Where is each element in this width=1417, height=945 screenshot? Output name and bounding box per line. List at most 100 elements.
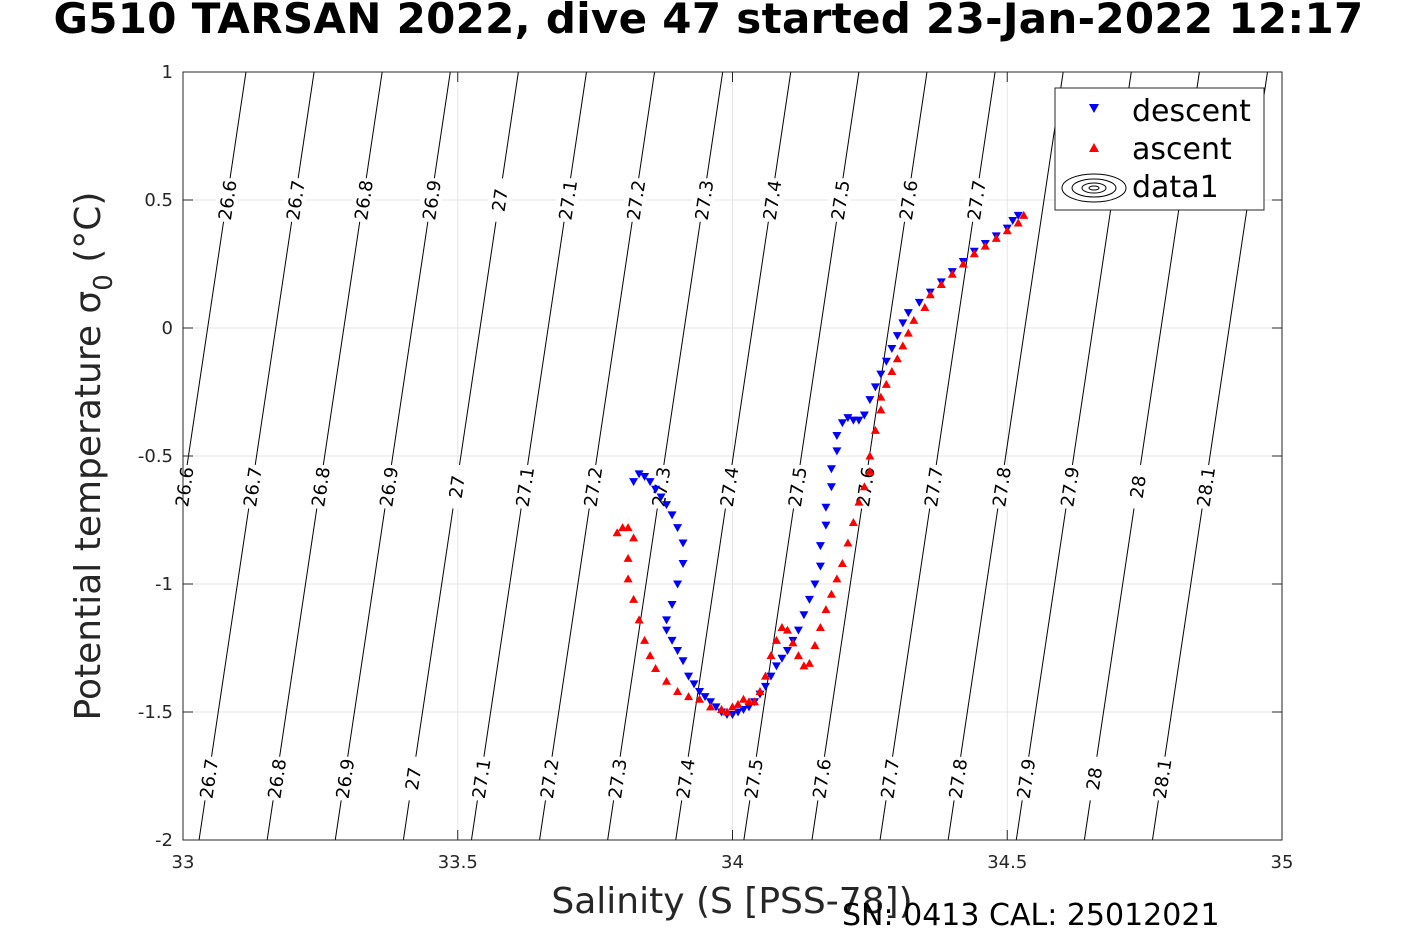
ascent-point: [651, 663, 661, 672]
descent-point: [711, 703, 721, 712]
data-series: [612, 210, 1029, 720]
ascent-point: [843, 538, 853, 547]
descent-point: [700, 693, 710, 702]
isopycnal-label: 26.7: [280, 176, 310, 224]
isopycnal-label: 27.5: [825, 176, 855, 224]
legend-contour-icon: [1061, 173, 1127, 203]
ascent-point: [612, 528, 622, 537]
descent-point: [777, 654, 787, 663]
legend-descent-marker: [1089, 104, 1099, 113]
ascent-point: [892, 354, 902, 363]
ascent-point: [848, 518, 858, 527]
descent-point: [810, 580, 820, 589]
ascent-point: [738, 694, 748, 703]
legend-descent-label: descent: [1132, 94, 1251, 129]
ascent-point: [1019, 210, 1029, 219]
descent-point: [760, 682, 770, 691]
isopycnal-label: 28: [1079, 755, 1108, 802]
descent-point: [771, 662, 781, 671]
isopycnal-label-text: 28: [1127, 474, 1151, 500]
ascent-point: [755, 687, 765, 696]
y-axis-label: Potential temperature σ0 (°C): [68, 192, 119, 721]
axis-ticks: 33 33.5 34 34.5 35 -2 -1.5 -1 -0.5 0 0.5 1: [138, 62, 1294, 873]
isopycnal-label: 28: [1123, 463, 1152, 511]
descent-point: [678, 657, 688, 666]
descent-point: [738, 705, 748, 714]
isopycnal-label-text: 28: [1083, 766, 1107, 792]
isopycnal-label: 27: [485, 176, 514, 224]
descent-point: [673, 580, 683, 589]
isopycnal-label-text: 27: [446, 474, 470, 500]
ascent-point: [865, 451, 875, 460]
ascent-point: [1013, 218, 1023, 227]
isopycnal-label: 27: [398, 755, 427, 802]
ascent-point: [623, 574, 633, 583]
descent-point: [821, 503, 831, 512]
isopycnal-label: 26.9: [330, 755, 359, 802]
ascent-point: [881, 379, 891, 388]
isopycnal-line: [947, 71, 1064, 841]
ascent-point: [815, 623, 825, 632]
descent-point: [815, 562, 825, 571]
y-tick-label: 0.5: [144, 190, 173, 211]
ascent-point: [777, 623, 787, 632]
x-tick-label: 35: [1271, 852, 1294, 873]
descent-point: [782, 647, 792, 656]
ascent-point: [728, 702, 737, 711]
ascent-point: [925, 290, 935, 299]
isopycnal-label: 27.1: [510, 463, 539, 511]
descent-point: [843, 414, 853, 423]
y-tick-label: -0.5: [138, 446, 173, 467]
descent-point: [662, 626, 672, 635]
ascent-point: [706, 702, 716, 711]
ascent-point: [909, 315, 919, 324]
ascent-point: [854, 497, 864, 506]
ascent-point: [799, 661, 809, 670]
descent-point: [821, 521, 831, 530]
y-tick-label: 0: [162, 318, 173, 339]
y-tick-label: -1.5: [138, 702, 173, 723]
descent-point: [887, 344, 897, 353]
ascent-point: [876, 405, 886, 414]
descent-point: [804, 595, 814, 604]
isopycnal-label: 27.4: [757, 176, 786, 224]
ascent-point: [859, 482, 869, 491]
ascent-point: [936, 279, 946, 288]
descent-point: [645, 478, 655, 487]
descent-point: [914, 298, 924, 307]
legend-data1-label: data1: [1132, 170, 1219, 205]
ascent-point: [947, 269, 957, 278]
x-tick-label: 33.5: [438, 852, 478, 873]
descent-point: [903, 309, 913, 318]
descent-point: [634, 470, 644, 479]
legend[interactable]: descent ascent data1: [1054, 87, 1265, 211]
descent-point: [678, 560, 688, 569]
descent-point: [667, 511, 677, 520]
descent-point: [766, 672, 776, 681]
isopycnal-label: 27.9: [1055, 463, 1084, 511]
ascent-point: [788, 638, 798, 647]
descent-point: [898, 319, 908, 328]
descent-point: [848, 416, 858, 425]
descent-point: [667, 636, 677, 645]
serial-calibration-note: SN: 0413 CAL: 25012021: [842, 898, 1220, 933]
descent-point: [656, 493, 666, 502]
ascent-point: [826, 589, 836, 598]
ascent-point: [804, 658, 814, 667]
ascent-point: [662, 676, 672, 685]
isopycnal-label: 27.2: [621, 176, 650, 224]
descent-point: [799, 611, 809, 620]
descent-point: [865, 396, 875, 405]
ascent-point: [837, 559, 847, 568]
descent-point: [793, 626, 803, 635]
descent-point: [733, 708, 743, 717]
legend-ascent-marker: [1089, 143, 1099, 152]
ascent-point: [629, 594, 639, 603]
x-axis-label: Salinity (S [PSS-78]): [551, 881, 912, 922]
ascent-point: [766, 651, 776, 660]
ascent-point: [717, 704, 727, 713]
descent-point: [678, 539, 688, 548]
y-tick-label: -1: [155, 574, 173, 595]
descent-point: [837, 419, 847, 428]
descent-point: [673, 647, 683, 656]
